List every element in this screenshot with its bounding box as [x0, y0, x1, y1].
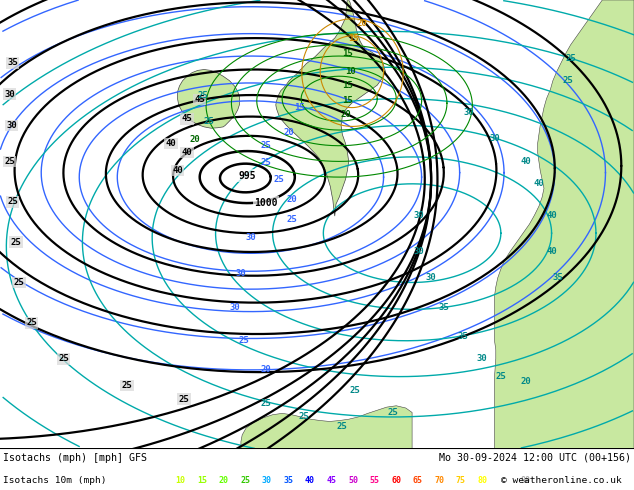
Text: 25: 25 — [58, 354, 68, 363]
Text: 20: 20 — [340, 110, 351, 119]
Text: 75: 75 — [456, 476, 466, 485]
Text: 25: 25 — [198, 91, 208, 99]
Text: 60: 60 — [391, 476, 401, 485]
Text: 45: 45 — [182, 114, 192, 123]
Text: 15: 15 — [342, 97, 353, 105]
Text: 45: 45 — [327, 476, 337, 485]
Text: 30: 30 — [230, 303, 240, 312]
Text: 25: 25 — [299, 413, 309, 421]
Text: 25: 25 — [204, 117, 214, 125]
Text: 10: 10 — [176, 476, 186, 485]
Text: 35: 35 — [283, 476, 294, 485]
Text: 25: 25 — [261, 158, 271, 167]
Text: 25: 25 — [287, 215, 297, 224]
Text: 25: 25 — [337, 422, 347, 431]
Text: 40: 40 — [547, 246, 557, 256]
Text: 70: 70 — [434, 476, 444, 485]
Text: 20: 20 — [190, 135, 200, 145]
Text: 40: 40 — [172, 166, 183, 175]
Text: 30: 30 — [413, 246, 424, 256]
Polygon shape — [241, 406, 412, 448]
Polygon shape — [276, 0, 385, 216]
Text: 995: 995 — [238, 171, 256, 181]
Text: 15: 15 — [349, 34, 359, 43]
Text: 25: 25 — [388, 408, 398, 417]
Text: 30: 30 — [4, 90, 15, 98]
Text: 1000: 1000 — [254, 197, 278, 208]
Text: 15: 15 — [197, 476, 207, 485]
Text: 15: 15 — [342, 81, 353, 90]
Text: 25: 25 — [261, 399, 271, 408]
Text: 85: 85 — [499, 476, 509, 485]
Text: 25: 25 — [122, 381, 132, 390]
Text: 30: 30 — [426, 273, 436, 282]
Text: 20: 20 — [356, 19, 366, 28]
Text: 15: 15 — [294, 103, 304, 112]
Text: 30: 30 — [245, 233, 256, 242]
Text: Isotachs (mph) [mph] GFS: Isotachs (mph) [mph] GFS — [3, 452, 147, 463]
Polygon shape — [495, 0, 634, 448]
Text: 25: 25 — [562, 76, 573, 85]
Text: 40: 40 — [521, 157, 531, 166]
Text: 40: 40 — [547, 211, 557, 220]
Text: 45: 45 — [195, 95, 205, 104]
Text: 50: 50 — [348, 476, 358, 485]
Text: 25: 25 — [261, 141, 271, 150]
Text: 25: 25 — [496, 372, 506, 381]
Text: 30: 30 — [6, 121, 16, 130]
Text: 10: 10 — [346, 67, 356, 76]
Text: 30: 30 — [236, 269, 246, 278]
Text: 20: 20 — [287, 195, 297, 204]
Text: 30: 30 — [413, 211, 424, 220]
Text: 35: 35 — [458, 332, 468, 341]
Text: Isotachs 10m (mph): Isotachs 10m (mph) — [3, 476, 107, 485]
Text: 90: 90 — [521, 476, 531, 485]
Text: 35: 35 — [553, 273, 563, 282]
Text: 35: 35 — [8, 58, 18, 67]
Text: 30: 30 — [489, 134, 500, 144]
Text: 25: 25 — [8, 197, 18, 206]
Text: 30: 30 — [477, 354, 487, 363]
Text: 25: 25 — [27, 318, 37, 327]
Text: Mo 30-09-2024 12:00 UTC (00+156): Mo 30-09-2024 12:00 UTC (00+156) — [439, 452, 631, 463]
Text: 25: 25 — [566, 54, 576, 63]
Text: 40: 40 — [305, 476, 315, 485]
Text: 40: 40 — [166, 139, 176, 148]
Text: 30: 30 — [262, 476, 272, 485]
Text: 25: 25 — [239, 336, 249, 345]
Text: 55: 55 — [370, 476, 380, 485]
Text: 40: 40 — [182, 148, 192, 157]
Text: 35: 35 — [439, 303, 449, 312]
Text: 65: 65 — [413, 476, 423, 485]
Text: 20: 20 — [283, 128, 294, 137]
Text: 20: 20 — [521, 377, 531, 386]
Text: 25: 25 — [4, 157, 15, 166]
Text: 15: 15 — [342, 49, 353, 58]
Text: 30: 30 — [464, 108, 474, 117]
Polygon shape — [178, 70, 240, 128]
Text: 25: 25 — [179, 394, 189, 404]
Text: 25: 25 — [11, 238, 21, 246]
Text: 20: 20 — [219, 476, 229, 485]
Text: 25: 25 — [350, 386, 360, 394]
Text: 80: 80 — [477, 476, 488, 485]
Text: 25: 25 — [14, 278, 24, 287]
Text: 20: 20 — [261, 366, 271, 374]
Text: 40: 40 — [534, 179, 544, 188]
Text: 25: 25 — [274, 175, 284, 184]
Text: 25: 25 — [240, 476, 250, 485]
Text: © weatheronline.co.uk: © weatheronline.co.uk — [501, 476, 621, 485]
